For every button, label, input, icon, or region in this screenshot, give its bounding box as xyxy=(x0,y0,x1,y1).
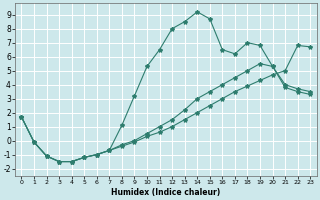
X-axis label: Humidex (Indice chaleur): Humidex (Indice chaleur) xyxy=(111,188,220,197)
